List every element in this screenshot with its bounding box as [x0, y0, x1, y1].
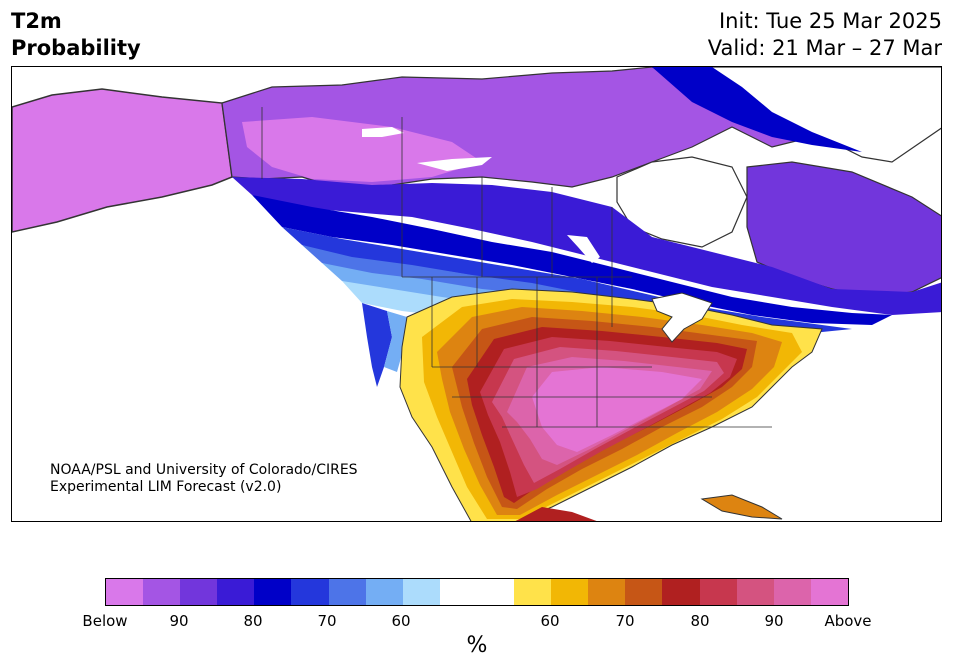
colorbar-tick-label: 90 [764, 612, 784, 630]
colorbar-segment [180, 579, 218, 605]
probability-colorbar [105, 578, 849, 606]
colorbar-tick-label: 80 [243, 612, 263, 630]
alaska-landmass [12, 88, 233, 233]
credit-line-2: Experimental LIM Forecast (v2.0) [50, 479, 282, 495]
colorbar-tick-label: 60 [540, 612, 560, 630]
band-deep-blue [252, 195, 892, 325]
colorbar-tick-label: 80 [690, 612, 710, 630]
colorbar-segment [439, 579, 477, 605]
colorbar-tick-label: Below [82, 612, 128, 630]
forecast-dates: Init: Tue 25 Mar 2025 Valid: 21 Mar – 27… [708, 8, 942, 62]
colorbar-segment [365, 579, 403, 605]
great-slave-lake [417, 157, 492, 171]
credit-line-1: NOAA/PSL and University of Colorado/CIRE… [50, 462, 358, 478]
colorbar-segment [625, 579, 663, 605]
great-lakes [651, 292, 713, 343]
colorbar-segment [254, 579, 292, 605]
map-panel[interactable]: NOAA/PSL and University of Colorado/CIRE… [11, 66, 942, 522]
border-lines [261, 107, 772, 428]
colorbar-segment [736, 579, 774, 605]
greenland-blue-edge [652, 67, 862, 152]
colorbar-segment [588, 579, 626, 605]
colorbar-segment [476, 579, 515, 605]
lake-winnipeg [567, 235, 600, 263]
colorbar-segment [106, 579, 144, 605]
colorbar-segment [217, 579, 255, 605]
colorbar-unit: % [466, 633, 488, 658]
colorbar-segment [662, 579, 700, 605]
data-credit: NOAA/PSL and University of Colorado/CIRE… [50, 462, 358, 496]
colorbar-segment [551, 579, 589, 605]
great-bear-lake [362, 127, 404, 137]
product-label: Probability [11, 36, 141, 60]
colorbar-tick-label: 70 [317, 612, 337, 630]
variable-label: T2m [11, 9, 62, 33]
band-blue [282, 227, 852, 333]
colorbar-segment [143, 579, 181, 605]
probability-map [12, 67, 941, 521]
colorbar-segment [402, 579, 440, 605]
colorbar-segment [514, 579, 552, 605]
colorbar-tick-label: 90 [169, 612, 189, 630]
init-date: Init: Tue 25 Mar 2025 [718, 9, 942, 33]
colorbar-segment [291, 579, 329, 605]
mexico-south [515, 507, 597, 521]
colorbar-tick-label: Above [824, 612, 872, 630]
cuba [700, 494, 783, 520]
colorbar-tick-label: 70 [615, 612, 635, 630]
northwest-territories-pink [242, 117, 482, 182]
west-coast-blue [362, 303, 392, 387]
valid-range: Valid: 21 Mar – 27 Mar [707, 36, 942, 60]
colorbar-segment [699, 579, 737, 605]
colorbar-tick-label: 60 [391, 612, 411, 630]
colorbar-segment [328, 579, 366, 605]
usa-pink-core [532, 367, 702, 452]
map-title: T2m Probability [11, 8, 141, 62]
colorbar-segment [773, 579, 811, 605]
colorbar-segment [810, 579, 848, 605]
